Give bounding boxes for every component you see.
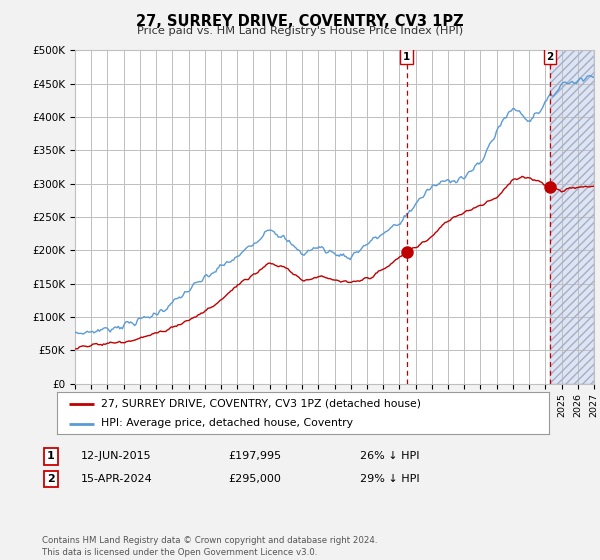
Text: 27, SURREY DRIVE, COVENTRY, CV3 1PZ: 27, SURREY DRIVE, COVENTRY, CV3 1PZ <box>136 14 464 29</box>
Text: 1: 1 <box>403 52 410 62</box>
Text: £197,995: £197,995 <box>228 451 281 461</box>
Text: 26% ↓ HPI: 26% ↓ HPI <box>360 451 419 461</box>
Text: 2: 2 <box>547 52 554 62</box>
Text: 27, SURREY DRIVE, COVENTRY, CV3 1PZ (detached house): 27, SURREY DRIVE, COVENTRY, CV3 1PZ (det… <box>101 399 421 409</box>
Text: Contains HM Land Registry data © Crown copyright and database right 2024.
This d: Contains HM Land Registry data © Crown c… <box>42 536 377 557</box>
Text: 1: 1 <box>47 451 55 461</box>
Text: 2: 2 <box>47 474 55 484</box>
Text: £295,000: £295,000 <box>228 474 281 484</box>
Bar <box>550 50 594 384</box>
Text: 15-APR-2024: 15-APR-2024 <box>81 474 153 484</box>
Text: 29% ↓ HPI: 29% ↓ HPI <box>360 474 419 484</box>
Text: Price paid vs. HM Land Registry's House Price Index (HPI): Price paid vs. HM Land Registry's House … <box>137 26 463 36</box>
Text: HPI: Average price, detached house, Coventry: HPI: Average price, detached house, Cove… <box>101 418 353 428</box>
Text: 12-JUN-2015: 12-JUN-2015 <box>81 451 152 461</box>
Bar <box>550 50 594 384</box>
